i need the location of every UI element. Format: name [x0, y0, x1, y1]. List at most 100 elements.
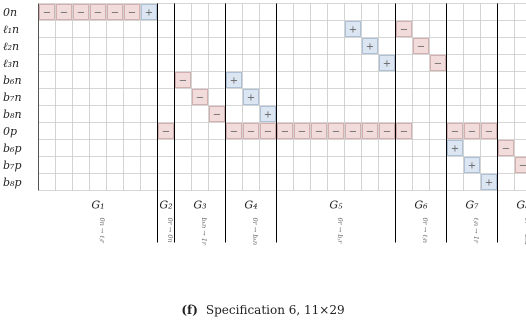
- minus-cell-fill: [294, 123, 310, 139]
- plus-sign: +: [145, 8, 153, 19]
- plus-sign: +: [383, 59, 391, 70]
- minus-sign: −: [179, 76, 187, 87]
- minus-cell: −: [277, 123, 293, 139]
- plus-cell-fill: [345, 21, 361, 37]
- minus-sign: −: [77, 8, 85, 19]
- caption-text: Specification 6, 11×29: [205, 303, 345, 317]
- minus-cell: −: [73, 4, 89, 20]
- plus-cell: +: [226, 72, 242, 88]
- minus-cell: −: [192, 89, 208, 105]
- minus-cell-fill: [345, 123, 361, 139]
- group-label: G₂: [159, 199, 172, 212]
- minus-cell-fill: [362, 123, 378, 139]
- minus-cell-fill: [396, 123, 412, 139]
- row-label: b₆p: [3, 142, 22, 155]
- minus-sign: −: [264, 127, 272, 138]
- plus-cell-fill: [379, 55, 395, 71]
- row-label: ℓ₁n: [3, 23, 19, 36]
- group-labels: G₁G₂G₃G₄G₅G₆G₇G₈G₉: [91, 199, 526, 212]
- minus-cell: −: [413, 38, 429, 54]
- minus-cell: −: [498, 140, 514, 156]
- group-label: G₆: [414, 199, 428, 212]
- row-label: b₈p: [3, 176, 22, 189]
- minus-cell-fill: [413, 38, 429, 54]
- minus-cell-fill: [175, 72, 191, 88]
- minus-cell: −: [124, 4, 140, 20]
- minus-cell-fill: [464, 123, 480, 139]
- plus-cell: +: [481, 174, 497, 190]
- minus-sign: −: [196, 93, 204, 104]
- minus-sign: −: [417, 42, 425, 53]
- minus-sign: −: [298, 127, 306, 138]
- row-label: b₈n: [3, 108, 22, 121]
- plus-sign: +: [468, 161, 476, 172]
- minus-sign: −: [315, 127, 323, 138]
- group-separators: [157, 3, 498, 243]
- plus-sign: +: [264, 110, 272, 121]
- group-transition-label: 0r → 0n: [166, 218, 174, 243]
- plus-cell: +: [243, 89, 259, 105]
- minus-cell: −: [90, 4, 106, 20]
- minus-sign: −: [485, 127, 493, 138]
- plus-sign: +: [230, 76, 238, 87]
- caption-tag: (f): [181, 303, 198, 317]
- minus-cell: −: [175, 72, 191, 88]
- minus-cell-fill: [158, 123, 174, 139]
- group-transition-label: ℓⱼn → 1r: [472, 217, 480, 244]
- minus-cell: −: [481, 123, 497, 139]
- minus-cell: −: [294, 123, 310, 139]
- minus-sign: −: [349, 127, 357, 138]
- minus-cell: −: [56, 4, 72, 20]
- plus-cell-fill: [481, 174, 497, 190]
- minus-sign: −: [332, 127, 340, 138]
- minus-sign: −: [128, 8, 136, 19]
- plus-sign: +: [349, 25, 357, 36]
- plus-cell: +: [464, 157, 480, 173]
- matrix-grid: [38, 3, 526, 191]
- plus-cell: +: [260, 106, 276, 122]
- plus-sign: +: [366, 42, 374, 53]
- minus-cell-fill: [243, 123, 259, 139]
- minus-sign: −: [400, 25, 408, 36]
- plus-sign: +: [485, 178, 493, 189]
- group-transition-label: 0r → bₖn: [251, 218, 259, 246]
- plus-cell-fill: [226, 72, 242, 88]
- group-transition-label: 0r → bₖu: [523, 218, 526, 246]
- plus-cell: +: [447, 140, 463, 156]
- minus-sign: −: [502, 144, 510, 155]
- plus-cell-fill: [464, 157, 480, 173]
- minus-sign: −: [366, 127, 374, 138]
- minus-sign: −: [519, 161, 526, 172]
- minus-cell: −: [243, 123, 259, 139]
- group-label: G₅: [329, 199, 343, 212]
- group-label: G₁: [91, 199, 104, 212]
- plus-cell: +: [141, 4, 157, 20]
- minus-cell: −: [260, 123, 276, 139]
- group-transition-label: 0r → ℓⱼn: [421, 218, 429, 243]
- minus-cell-fill: [515, 157, 526, 173]
- minus-sign: −: [247, 127, 255, 138]
- minus-sign: −: [281, 127, 289, 138]
- plus-cell: +: [345, 21, 361, 37]
- plus-sign: +: [247, 93, 255, 104]
- minus-cell: −: [396, 123, 412, 139]
- minus-cell-fill: [226, 123, 242, 139]
- row-label: b₇n: [3, 91, 22, 104]
- minus-sign: −: [383, 127, 391, 138]
- plus-cell: +: [379, 55, 395, 71]
- transition-labels: 0n → ℓⱼr 0r → 0n bₖn → 1r 0r → bₖn 0r → bⱼr 0…: [98, 217, 526, 246]
- minus-cell-fill: [277, 123, 293, 139]
- minus-cell-fill: [39, 4, 55, 20]
- minus-cell: −: [515, 157, 526, 173]
- minus-cell: −: [379, 123, 395, 139]
- minus-sign: −: [162, 127, 170, 138]
- plus-cell-fill: [141, 4, 157, 20]
- minus-cell: −: [362, 123, 378, 139]
- minus-cell-fill: [56, 4, 72, 20]
- group-label: G₈: [516, 199, 526, 212]
- group-transition-label: bₖn → 1r: [200, 218, 208, 246]
- row-label: b₆n: [3, 74, 22, 87]
- minus-cell: −: [464, 123, 480, 139]
- plus-cell-fill: [243, 89, 259, 105]
- minus-sign: −: [94, 8, 102, 19]
